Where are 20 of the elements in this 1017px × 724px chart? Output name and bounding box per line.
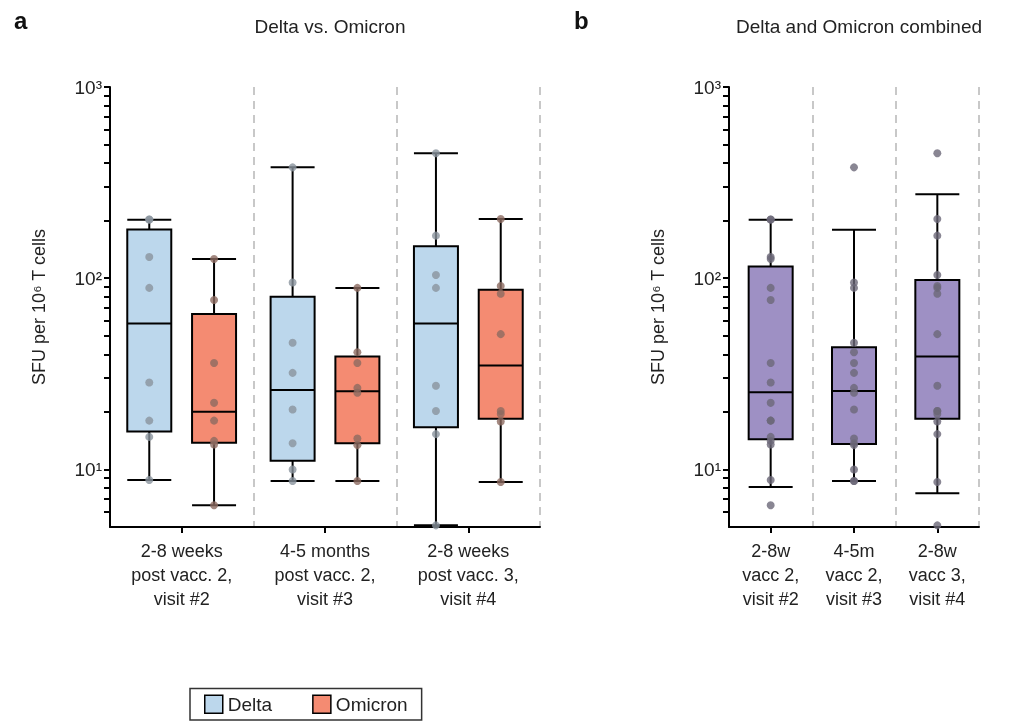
y-tick-label: 10¹ [74,458,102,480]
x-tick-label: 2-8 weeks post vacc. 2, visit #2 [131,541,233,609]
chart-title: Delta vs. Omicron [254,16,406,37]
text: a [14,6,28,34]
x-tick-label: 4-5m vacc 2, visit #3 [825,541,883,609]
legend-label: Delta [227,693,273,715]
y-axis-title: SFU per 10⁶ T cells [29,229,49,385]
y-tick-label: 10¹ [693,458,721,480]
x-tick-label: 2-8 weeks post vacc. 3, visit #4 [417,541,519,609]
y-tick-label: 10² [693,267,721,289]
x-tick-label: 2-8w vacc 2, visit #2 [742,541,800,609]
chart-title: Delta and Omicron combined [735,16,983,37]
text: b [574,6,589,34]
y-tick-label: 10³ [74,76,102,98]
legend-label: Omicron [335,693,408,715]
y-tick-label: 10³ [693,76,721,98]
x-tick-label: 2-8w vacc 3, visit #4 [908,541,966,609]
y-tick-label: 10² [74,267,102,289]
x-tick-label: 4-5 months post vacc. 2, visit #3 [274,541,376,609]
y-axis-title: SFU per 10⁶ T cells [648,229,668,385]
